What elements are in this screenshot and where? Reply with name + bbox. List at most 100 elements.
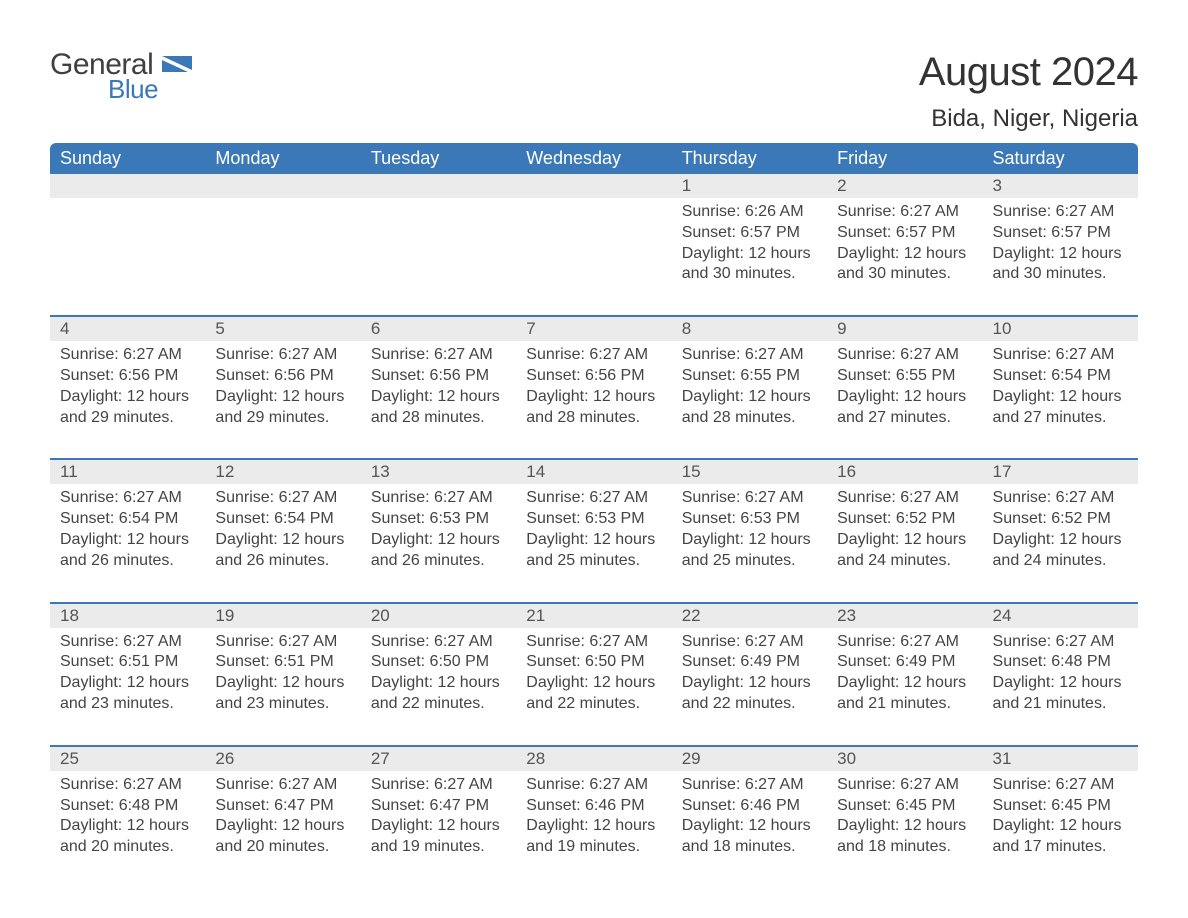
sunrise-text: Sunrise: 6:27 AM [371,488,506,509]
calendar-body: 123Sunrise: 6:26 AMSunset: 6:57 PMDaylig… [50,174,1138,876]
sunset-text: Sunset: 6:52 PM [837,509,972,530]
daylight-line1: Daylight: 12 hours [215,387,350,408]
dow-saturday: Saturday [983,143,1138,174]
daylight-line1: Daylight: 12 hours [993,816,1128,837]
daylight-line2: and 22 minutes. [526,694,661,715]
sunrise-text: Sunrise: 6:27 AM [993,202,1128,223]
daylight-line1: Daylight: 12 hours [215,673,350,694]
day-number-cell: 17 [983,459,1138,484]
sunrise-text: Sunrise: 6:27 AM [526,632,661,653]
daylight-line1: Daylight: 12 hours [837,244,972,265]
day-detail-cell: Sunrise: 6:27 AMSunset: 6:49 PMDaylight:… [672,628,827,746]
sunset-text: Sunset: 6:51 PM [60,652,195,673]
day-number-cell: 30 [827,746,982,771]
day-detail-cell: Sunrise: 6:27 AMSunset: 6:56 PMDaylight:… [516,341,671,459]
day-number-cell: 3 [983,174,1138,198]
day-number-row: 123 [50,174,1138,198]
sunset-text: Sunset: 6:53 PM [371,509,506,530]
daylight-line1: Daylight: 12 hours [526,530,661,551]
daylight-line1: Daylight: 12 hours [526,816,661,837]
sunrise-text: Sunrise: 6:27 AM [526,775,661,796]
sunrise-text: Sunrise: 6:27 AM [215,488,350,509]
day-number-cell: 18 [50,603,205,628]
day-detail-cell [516,198,671,316]
location-subtitle: Bida, Niger, Nigeria [919,105,1138,133]
day-detail-cell: Sunrise: 6:27 AMSunset: 6:52 PMDaylight:… [983,484,1138,602]
sunrise-text: Sunrise: 6:27 AM [682,345,817,366]
day-detail-row: Sunrise: 6:26 AMSunset: 6:57 PMDaylight:… [50,198,1138,316]
daylight-line1: Daylight: 12 hours [837,530,972,551]
sunset-text: Sunset: 6:52 PM [993,509,1128,530]
dow-friday: Friday [827,143,982,174]
day-number-cell: 1 [672,174,827,198]
daylight-line1: Daylight: 12 hours [682,816,817,837]
sunrise-text: Sunrise: 6:27 AM [993,488,1128,509]
day-detail-cell: Sunrise: 6:27 AMSunset: 6:51 PMDaylight:… [50,628,205,746]
sunrise-text: Sunrise: 6:27 AM [371,632,506,653]
daylight-line2: and 22 minutes. [682,694,817,715]
day-detail-cell: Sunrise: 6:27 AMSunset: 6:56 PMDaylight:… [205,341,360,459]
sunrise-text: Sunrise: 6:27 AM [837,202,972,223]
daylight-line1: Daylight: 12 hours [993,673,1128,694]
daylight-line1: Daylight: 12 hours [60,816,195,837]
sunset-text: Sunset: 6:48 PM [993,652,1128,673]
day-detail-cell: Sunrise: 6:26 AMSunset: 6:57 PMDaylight:… [672,198,827,316]
day-detail-cell: Sunrise: 6:27 AMSunset: 6:53 PMDaylight:… [516,484,671,602]
daylight-line2: and 21 minutes. [837,694,972,715]
day-number-cell: 2 [827,174,982,198]
sunset-text: Sunset: 6:47 PM [215,796,350,817]
daylight-line1: Daylight: 12 hours [371,530,506,551]
sunset-text: Sunset: 6:47 PM [371,796,506,817]
daylight-line1: Daylight: 12 hours [60,530,195,551]
day-detail-cell: Sunrise: 6:27 AMSunset: 6:54 PMDaylight:… [983,341,1138,459]
sunrise-text: Sunrise: 6:27 AM [837,632,972,653]
daylight-line2: and 19 minutes. [526,837,661,858]
daylight-line1: Daylight: 12 hours [837,816,972,837]
sunset-text: Sunset: 6:51 PM [215,652,350,673]
sunset-text: Sunset: 6:53 PM [526,509,661,530]
sunrise-text: Sunrise: 6:27 AM [215,345,350,366]
daylight-line2: and 28 minutes. [526,408,661,429]
daylight-line1: Daylight: 12 hours [993,530,1128,551]
sunset-text: Sunset: 6:46 PM [682,796,817,817]
day-detail-cell: Sunrise: 6:27 AMSunset: 6:57 PMDaylight:… [827,198,982,316]
daylight-line2: and 25 minutes. [682,551,817,572]
daylight-line2: and 26 minutes. [371,551,506,572]
sunset-text: Sunset: 6:50 PM [371,652,506,673]
sunrise-text: Sunrise: 6:27 AM [60,632,195,653]
daylight-line1: Daylight: 12 hours [682,530,817,551]
dow-thursday: Thursday [672,143,827,174]
daylight-line2: and 24 minutes. [993,551,1128,572]
day-number-cell: 31 [983,746,1138,771]
day-detail-cell: Sunrise: 6:27 AMSunset: 6:50 PMDaylight:… [516,628,671,746]
day-number-cell: 7 [516,316,671,341]
day-detail-cell [205,198,360,316]
sunrise-text: Sunrise: 6:27 AM [993,345,1128,366]
day-number-cell: 13 [361,459,516,484]
sunset-text: Sunset: 6:49 PM [682,652,817,673]
day-detail-cell: Sunrise: 6:27 AMSunset: 6:48 PMDaylight:… [50,771,205,876]
sunrise-text: Sunrise: 6:27 AM [371,345,506,366]
daylight-line2: and 29 minutes. [60,408,195,429]
daylight-line2: and 23 minutes. [215,694,350,715]
day-number-cell: 29 [672,746,827,771]
sunset-text: Sunset: 6:45 PM [837,796,972,817]
sunset-text: Sunset: 6:48 PM [60,796,195,817]
logo-word-blue: Blue [108,76,158,102]
sunset-text: Sunset: 6:46 PM [526,796,661,817]
day-detail-cell: Sunrise: 6:27 AMSunset: 6:55 PMDaylight:… [827,341,982,459]
day-detail-cell: Sunrise: 6:27 AMSunset: 6:45 PMDaylight:… [827,771,982,876]
day-detail-cell: Sunrise: 6:27 AMSunset: 6:47 PMDaylight:… [205,771,360,876]
sunrise-text: Sunrise: 6:27 AM [60,775,195,796]
sunrise-text: Sunrise: 6:27 AM [993,632,1128,653]
day-number-cell: 28 [516,746,671,771]
day-of-week-header-row: Sunday Monday Tuesday Wednesday Thursday… [50,143,1138,174]
day-detail-cell: Sunrise: 6:27 AMSunset: 6:47 PMDaylight:… [361,771,516,876]
day-number-cell [361,174,516,198]
daylight-line2: and 20 minutes. [215,837,350,858]
day-number-row: 45678910 [50,316,1138,341]
month-year-title: August 2024 [919,50,1138,95]
day-detail-row: Sunrise: 6:27 AMSunset: 6:54 PMDaylight:… [50,484,1138,602]
daylight-line1: Daylight: 12 hours [371,387,506,408]
day-detail-row: Sunrise: 6:27 AMSunset: 6:48 PMDaylight:… [50,771,1138,876]
